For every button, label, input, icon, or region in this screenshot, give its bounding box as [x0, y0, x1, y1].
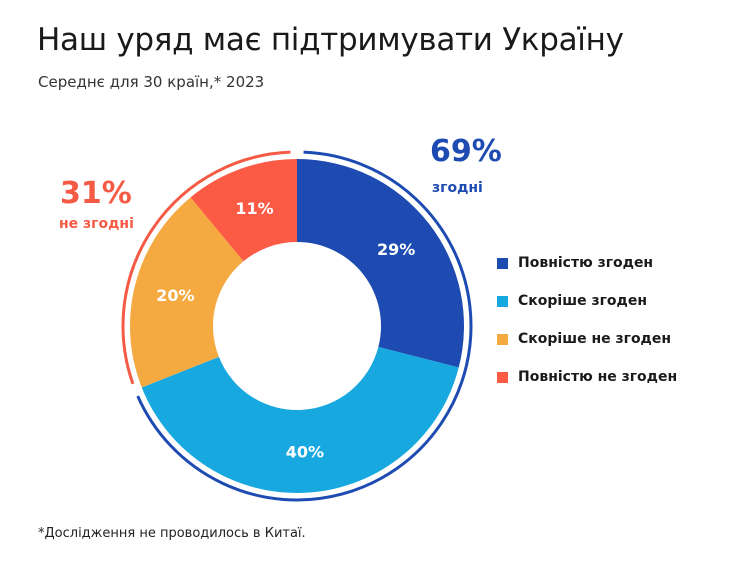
chart-title: Наш уряд має підтримувати Україну [37, 22, 624, 58]
legend-label: Повністю не згоден [518, 369, 678, 385]
legend-label: Повністю згоден [518, 255, 654, 271]
disagree-percent: 31% [60, 176, 132, 211]
legend-swatch [497, 333, 508, 345]
legend-item: Повністю згоден [497, 244, 677, 282]
legend-label: Скоріше згоден [518, 293, 647, 309]
donut-slice [141, 346, 459, 494]
disagree-ring [121, 150, 291, 385]
legend: Повністю згоден Скоріше згоден Скоріше н… [497, 244, 677, 396]
legend-item: Скоріше не згоден [497, 320, 677, 358]
slice-label: 40% [286, 442, 324, 461]
legend-item: Скоріше згоден [497, 282, 677, 320]
donut-slice [129, 197, 244, 388]
chart-subtitle: Середнє для 30 країн,* 2023 [38, 73, 265, 91]
agree-label: згодні [432, 180, 483, 196]
legend-item: Повністю не згоден [497, 358, 677, 396]
disagree-label: не згодні [59, 216, 134, 232]
donut-slice [297, 159, 464, 368]
slice-label: 29% [377, 240, 415, 259]
footnote: *Дослідження не проводилось в Китаї. [38, 526, 306, 541]
legend-swatch [497, 371, 508, 383]
legend-swatch [497, 295, 508, 307]
slice-label: 11% [235, 199, 273, 218]
donut-slice [190, 159, 297, 262]
slice-label: 20% [156, 286, 194, 305]
legend-swatch [497, 257, 508, 269]
agree-percent: 69% [430, 134, 502, 169]
agree-ring [136, 150, 473, 502]
legend-label: Скоріше не згоден [518, 331, 672, 347]
